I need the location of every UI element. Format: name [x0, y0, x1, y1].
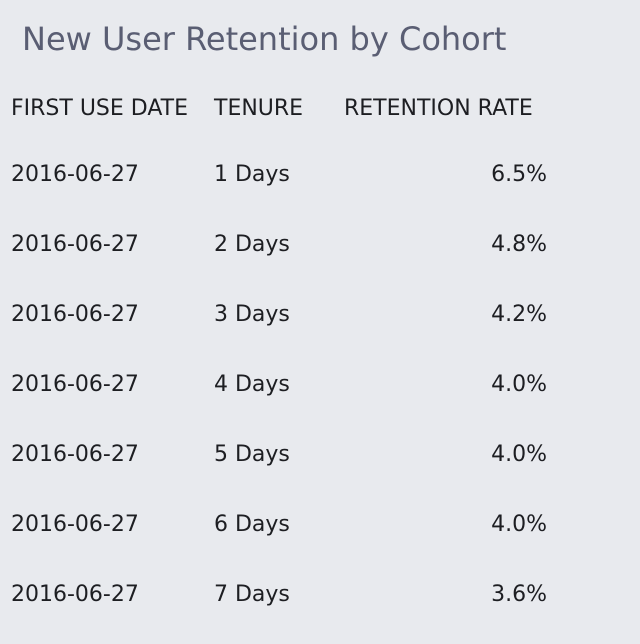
table-row: 2016-06-27 3 Days 4.2% [0, 302, 640, 342]
table-row: 2016-06-27 6 Days 4.0% [0, 512, 640, 552]
cell-tenure: 5 Days [214, 442, 290, 467]
cell-first-use-date: 2016-06-27 [11, 302, 139, 327]
cell-tenure: 6 Days [214, 512, 290, 537]
cell-retention-rate: 4.8% [491, 232, 547, 257]
table-row: 2016-06-27 5 Days 4.0% [0, 442, 640, 482]
table-row: 2016-06-27 7 Days 3.6% [0, 582, 640, 622]
cell-retention-rate: 4.0% [491, 372, 547, 397]
column-header-tenure: TENURE [214, 96, 304, 121]
chart-title: New User Retention by Cohort [22, 20, 507, 58]
column-header-first-use-date: FIRST USE DATE [11, 96, 189, 121]
cell-tenure: 4 Days [214, 372, 290, 397]
cell-tenure: 3 Days [214, 302, 290, 327]
cell-first-use-date: 2016-06-27 [11, 442, 139, 467]
cell-tenure: 2 Days [214, 232, 290, 257]
cell-first-use-date: 2016-06-27 [11, 512, 139, 537]
table-row: 2016-06-27 1 Days 6.5% [0, 162, 640, 202]
cell-retention-rate: 6.5% [491, 162, 547, 187]
cell-retention-rate: 4.0% [491, 442, 547, 467]
cell-retention-rate: 4.0% [491, 512, 547, 537]
column-header-retention-rate: RETENTION RATE [344, 96, 533, 121]
cell-tenure: 7 Days [214, 582, 290, 607]
cell-first-use-date: 2016-06-27 [11, 582, 139, 607]
cell-retention-rate: 4.2% [491, 302, 547, 327]
table-row: 2016-06-27 4 Days 4.0% [0, 372, 640, 412]
cell-retention-rate: 3.6% [491, 582, 547, 607]
table-row: 2016-06-27 2 Days 4.8% [0, 232, 640, 272]
cell-first-use-date: 2016-06-27 [11, 232, 139, 257]
cell-first-use-date: 2016-06-27 [11, 162, 139, 187]
cell-tenure: 1 Days [214, 162, 290, 187]
cell-first-use-date: 2016-06-27 [11, 372, 139, 397]
